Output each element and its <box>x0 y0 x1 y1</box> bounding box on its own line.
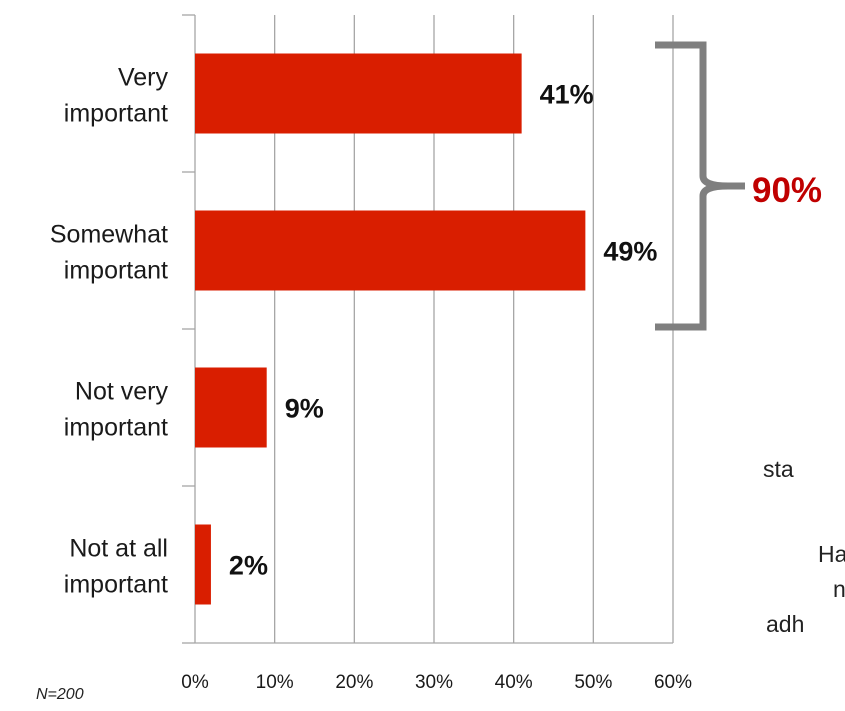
x-tick-label: 20% <box>335 672 373 693</box>
bar <box>195 53 522 134</box>
category-label: Somewhat <box>50 221 168 249</box>
side-text-line: adh <box>766 611 804 637</box>
category-label: Not very <box>75 378 169 406</box>
side-text-line: n <box>833 576 845 602</box>
x-tick-labels: 0% 10% 20% 30% 40% 50% 60% <box>181 672 692 693</box>
x-tick-label: 10% <box>256 672 294 693</box>
side-text: sta Ha n adh <box>763 456 845 637</box>
category-label: Very <box>118 64 169 92</box>
category-label: important <box>64 100 168 128</box>
x-tick-label: 60% <box>654 672 692 693</box>
category-label: Not at all <box>69 535 168 563</box>
x-tick-label: 30% <box>415 672 453 693</box>
bar <box>195 367 267 448</box>
data-labels: 41% 49% 9% 2% <box>229 80 657 581</box>
bracket <box>655 41 745 331</box>
bar <box>195 524 211 605</box>
category-label: important <box>64 571 168 599</box>
bar <box>195 210 586 291</box>
sample-size-note: N=200 <box>36 686 84 703</box>
x-tick-label: 40% <box>495 672 533 693</box>
data-label: 41% <box>540 80 594 110</box>
callout-90-percent: 90% <box>752 171 822 210</box>
data-label: 49% <box>603 237 657 267</box>
x-tick-label: 0% <box>181 672 209 693</box>
data-label: 2% <box>229 551 268 581</box>
side-text-line: Ha <box>818 541 845 567</box>
side-text-line: sta <box>763 456 794 482</box>
category-label: important <box>64 257 168 285</box>
category-label: important <box>64 414 168 442</box>
data-label: 9% <box>285 394 324 424</box>
bars <box>195 53 586 605</box>
x-tick-label: 50% <box>574 672 612 693</box>
category-labels: Very important Somewhat important Not very im… <box>50 64 169 599</box>
